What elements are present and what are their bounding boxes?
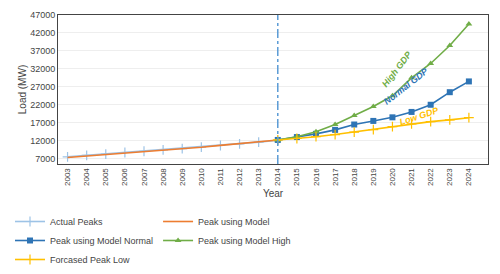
svg-text:Normal GDP: Normal GDP xyxy=(382,66,431,107)
svg-text:27000: 27000 xyxy=(30,82,55,92)
svg-text:2016: 2016 xyxy=(312,168,321,186)
svg-text:2012: 2012 xyxy=(235,168,244,186)
svg-text:2009: 2009 xyxy=(178,168,187,186)
svg-text:Peak using Model Normal: Peak using Model Normal xyxy=(50,236,153,246)
svg-text:Actual Peaks: Actual Peaks xyxy=(50,217,103,227)
svg-text:2018: 2018 xyxy=(350,168,359,186)
svg-text:Peak using Model: Peak using Model xyxy=(198,217,270,227)
svg-text:17000: 17000 xyxy=(30,118,55,128)
svg-text:2014: 2014 xyxy=(273,168,282,186)
svg-text:22000: 22000 xyxy=(30,100,55,110)
svg-text:7000: 7000 xyxy=(35,154,55,164)
svg-text:2004: 2004 xyxy=(82,168,91,186)
svg-text:2023: 2023 xyxy=(445,168,454,186)
svg-text:2006: 2006 xyxy=(120,168,129,186)
svg-text:Low GDP: Low GDP xyxy=(398,105,440,127)
svg-text:12000: 12000 xyxy=(30,136,55,146)
svg-text:High GDP: High GDP xyxy=(380,49,414,89)
svg-text:2013: 2013 xyxy=(254,168,263,186)
svg-text:47000: 47000 xyxy=(30,10,55,20)
svg-text:2024: 2024 xyxy=(464,168,473,186)
svg-text:2007: 2007 xyxy=(140,168,149,186)
svg-text:42000: 42000 xyxy=(30,28,55,38)
svg-text:2008: 2008 xyxy=(159,168,168,186)
svg-text:2015: 2015 xyxy=(292,168,301,186)
svg-text:Year: Year xyxy=(263,188,284,199)
svg-text:2017: 2017 xyxy=(331,168,340,186)
svg-text:2020: 2020 xyxy=(388,168,397,186)
svg-text:2011: 2011 xyxy=(216,168,225,186)
svg-text:2019: 2019 xyxy=(369,168,378,186)
svg-text:2022: 2022 xyxy=(426,168,435,186)
svg-text:32000: 32000 xyxy=(30,64,55,74)
svg-text:37000: 37000 xyxy=(30,46,55,56)
svg-text:2005: 2005 xyxy=(101,168,110,186)
svg-text:Peak using Model High: Peak using Model High xyxy=(198,236,291,246)
svg-text:2010: 2010 xyxy=(197,168,206,186)
svg-text:2003: 2003 xyxy=(63,168,72,186)
svg-text:2021: 2021 xyxy=(407,168,416,186)
svg-text:Forcased Peak Low: Forcased Peak Low xyxy=(50,255,130,265)
svg-text:Load (MW): Load (MW) xyxy=(17,65,28,114)
